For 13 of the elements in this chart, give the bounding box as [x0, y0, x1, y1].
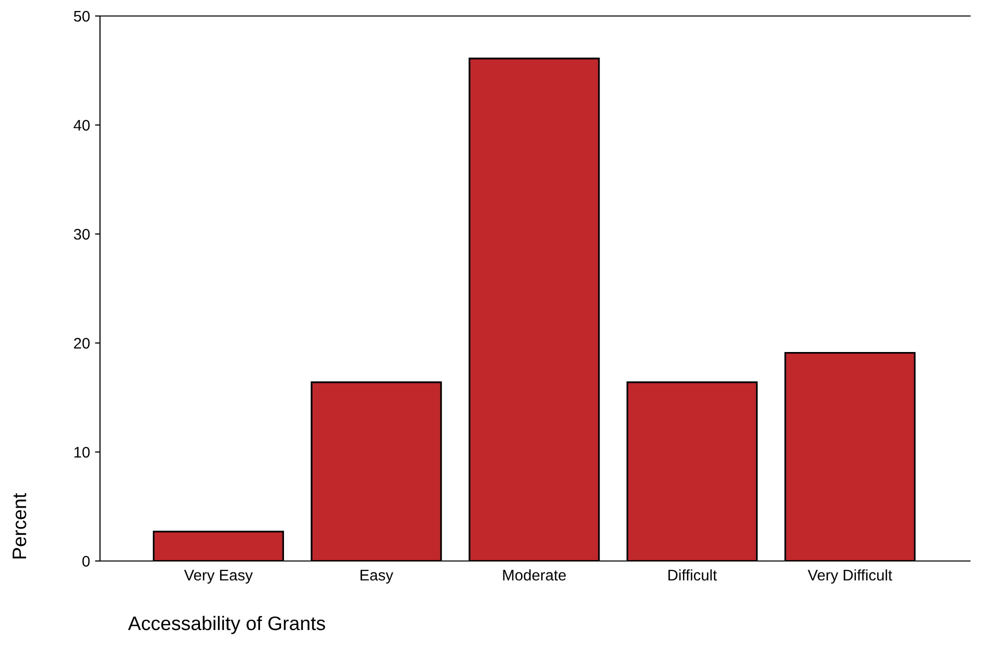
x-tick-label: Very Easy — [184, 570, 253, 584]
y-tick-label: 30 — [74, 228, 90, 240]
y-tick-label: 10 — [74, 446, 90, 458]
y-tick-label: 50 — [74, 10, 90, 22]
x-tick-label: Easy — [360, 570, 394, 584]
x-tick-label: Very Difficult — [808, 569, 892, 584]
x-tick-label: Moderate — [503, 569, 566, 581]
y-tick-label: 20 — [74, 338, 90, 349]
y-axis-title: Percent — [12, 493, 26, 558]
x-axis-title: Accessability of Grants — [128, 616, 326, 634]
y-tick-label: 40 — [74, 120, 90, 131]
y-tick-label: 0 — [82, 556, 90, 567]
x-tick-label: Difficult — [668, 569, 717, 581]
